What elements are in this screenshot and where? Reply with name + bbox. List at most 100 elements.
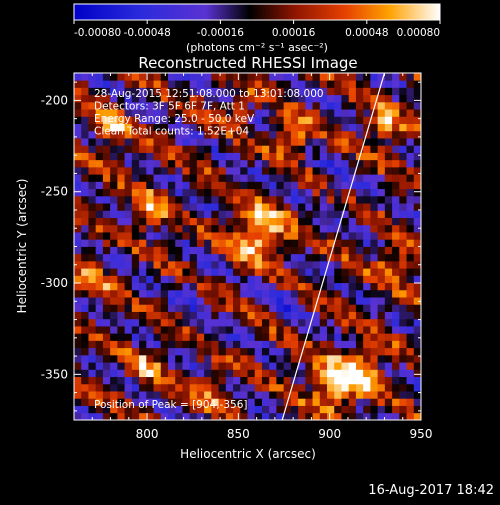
heatmap-pixel [254,73,263,81]
heatmap-pixel [117,333,126,341]
heatmap-pixel [81,362,89,370]
heatmap-pixel [240,232,248,240]
heatmap-pixel [131,383,140,392]
heatmap-pixel [225,109,234,117]
heatmap-pixel [392,326,400,334]
heatmap-pixel [117,210,126,218]
heatmap-pixel [254,369,263,378]
heatmap-pixel [196,340,205,349]
heatmap-pixel [377,412,386,420]
heatmap-pixel [117,94,126,103]
heatmap-pixel [254,101,263,110]
heatmap-pixel [233,253,241,262]
heatmap-pixel [182,354,191,363]
heatmap-pixel [146,326,154,334]
heatmap-pixel [370,354,379,363]
heatmap-pixel [276,94,285,103]
heatmap-pixel [399,232,407,240]
heatmap-pixel [363,210,371,218]
heatmap-pixel [139,224,147,233]
heatmap-pixel [74,116,82,125]
heatmap-pixel [406,398,415,406]
heatmap-pixel [355,412,364,420]
heatmap-pixel [211,405,219,414]
heatmap-pixel [247,239,256,247]
heatmap-pixel [399,73,407,81]
heatmap-pixel [189,318,198,327]
heatmap-pixel [298,109,306,117]
heatmap-pixel [110,376,118,385]
heatmap-pixel [124,268,133,276]
heatmap-pixel [254,152,263,161]
heatmap-pixel [341,340,350,349]
heatmap-pixel [363,159,371,168]
heatmap-pixel [348,311,357,320]
heatmap-pixel [348,159,357,168]
heatmap-pixel [139,326,147,334]
heatmap-pixel [211,333,219,341]
heatmap-pixel [240,311,248,320]
heatmap-pixel [95,87,104,96]
heatmap-pixel [160,391,169,399]
heatmap-pixel [160,80,169,88]
heatmap-pixel [413,138,421,146]
heatmap-pixel [377,289,386,298]
heatmap-pixel [240,73,248,81]
heatmap-pixel [153,159,162,168]
heatmap-pixel [312,376,321,385]
heatmap-pixel [146,333,154,341]
heatmap-pixel [254,159,263,168]
heatmap-pixel [204,138,212,146]
heatmap-pixel [276,340,285,349]
heatmap-pixel [247,87,256,96]
heatmap-pixel [189,246,198,255]
heatmap-pixel [175,101,183,110]
heatmap-pixel [348,268,357,276]
heatmap-pixel [88,203,97,211]
heatmap-pixel [399,210,407,218]
heatmap-pixel [139,391,147,399]
heatmap-pixel [355,210,364,218]
heatmap-pixel [276,333,285,341]
heatmap-pixel [399,152,407,161]
heatmap-pixel [341,123,350,132]
heatmap-pixel [348,289,357,298]
heatmap-pixel [290,412,299,420]
heatmap-pixel [312,297,321,305]
heatmap-pixel [124,181,133,190]
heatmap-pixel [218,340,227,349]
heatmap-pixel [102,362,111,370]
heatmap-pixel [240,152,248,161]
heatmap-pixel [225,297,234,305]
annotation-block: 28-Aug-2015 12:51:08.000 to 13:01:08.000… [94,88,324,138]
heatmap-pixel [88,87,97,96]
heatmap-pixel [384,94,393,103]
heatmap-pixel [233,376,241,385]
heatmap-pixel [276,362,285,370]
heatmap-pixel [334,152,342,161]
y-tick-label: -250 [41,185,68,199]
heatmap-pixel [95,152,104,161]
heatmap-pixel [312,253,321,262]
heatmap-pixel [247,369,256,378]
heatmap-pixel [240,246,248,255]
heatmap-pixel [319,318,328,327]
heatmap-pixel [261,217,270,226]
heatmap-pixel [298,116,306,125]
heatmap-pixel [225,210,234,218]
heatmap-pixel [88,347,97,356]
heatmap-pixel [182,166,191,175]
heatmap-pixel [204,304,212,312]
heatmap-pixel [254,138,263,146]
heatmap-pixel [240,195,248,204]
heatmap-pixel [153,383,162,392]
heatmap-pixel [276,239,285,247]
heatmap-pixel [211,203,219,211]
heatmap-pixel [247,246,256,255]
heatmap-pixel [392,304,400,312]
solar-limb-line [281,73,386,420]
heatmap-pixel [276,101,285,110]
heatmap-pixel [167,232,176,240]
heatmap-pixel [81,326,89,334]
heatmap-pixel [363,282,371,291]
